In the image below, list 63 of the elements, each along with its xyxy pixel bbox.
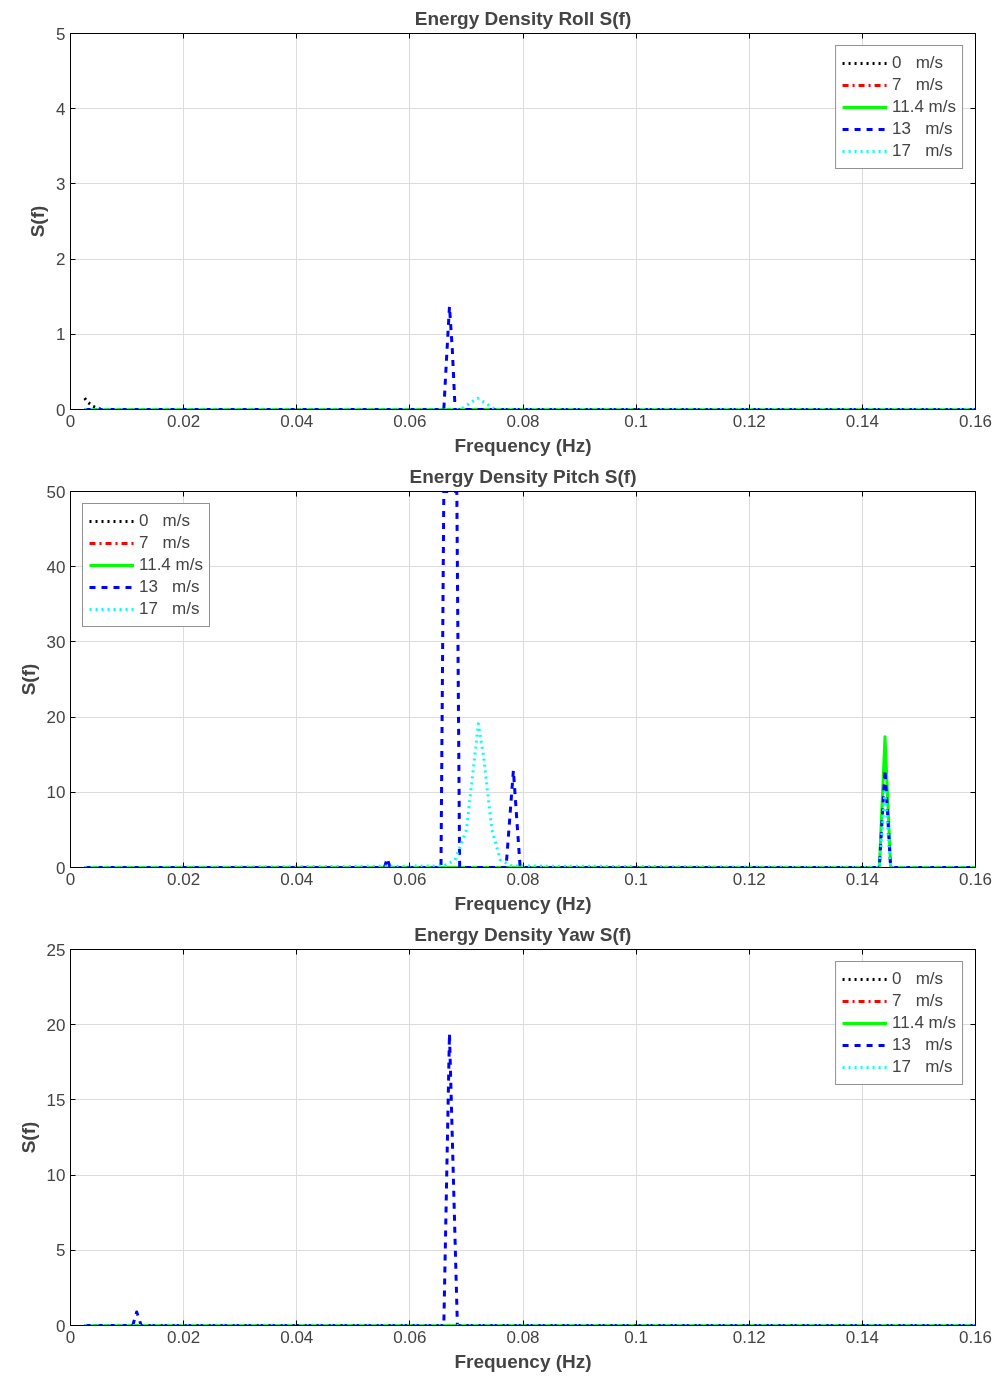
y-tick-label: 25 (46, 940, 66, 960)
y-axis-title: S(f) (17, 1121, 39, 1154)
y-tick-label: 5 (56, 24, 66, 44)
legend-label: 17 m/s (892, 1056, 953, 1078)
y-tick-label: 1 (56, 325, 66, 345)
x-tick-label: 0.14 (845, 1327, 879, 1347)
x-tick-label: 0.14 (845, 411, 879, 431)
y-tick-label: 50 (46, 482, 66, 502)
x-tick-label: 0.16 (958, 869, 993, 889)
x-tick-label: 0.12 (732, 1327, 766, 1347)
y-tick-label: 2 (56, 250, 66, 270)
x-tick-label: 0.06 (393, 1327, 427, 1347)
legend-label: 11.4 m/s (892, 96, 956, 118)
x-axis-title: Frequency (Hz) (454, 1350, 592, 1372)
legend-label: 11.4 m/s (892, 1012, 956, 1034)
x-tick-label: 0.02 (167, 869, 201, 889)
x-tick-label: 0.16 (958, 1327, 993, 1347)
y-axis-title: S(f) (17, 663, 39, 696)
legend-label: 0 m/s (139, 510, 191, 532)
y-tick-label: 30 (46, 632, 66, 652)
x-tick-label: 0.08 (506, 869, 540, 889)
y-tick-label: 10 (46, 1166, 66, 1186)
x-tick-label: 0.02 (167, 1327, 201, 1347)
legend-label: 11.4 m/s (139, 554, 203, 576)
y-tick-label: 20 (46, 708, 66, 728)
x-tick-label: 0.12 (732, 869, 766, 889)
legend-label: 7 m/s (892, 990, 944, 1012)
x-axis-title: Frequency (Hz) (454, 892, 592, 914)
x-tick-label: 0.02 (167, 411, 201, 431)
y-axis-title: S(f) (27, 205, 49, 238)
y-tick-label: 15 (46, 1090, 66, 1110)
x-tick-label: 0.06 (393, 411, 427, 431)
x-tick-label: 0.08 (506, 411, 540, 431)
legend-label: 17 m/s (892, 140, 953, 162)
legend-label: 7 m/s (139, 532, 191, 554)
legend-label: 0 m/s (892, 968, 944, 990)
x-tick-label: 0.1 (624, 1327, 648, 1347)
x-tick-label: 0.14 (845, 869, 879, 889)
legend-label: 17 m/s (139, 598, 200, 620)
y-tick-label: 4 (56, 99, 66, 119)
x-tick-label: 0.04 (280, 1327, 314, 1347)
legend-label: 13 m/s (892, 118, 953, 140)
legend-label: 0 m/s (892, 52, 944, 74)
x-tick-label: 0.1 (624, 411, 648, 431)
x-tick-label: 0.12 (732, 411, 766, 431)
x-tick-label: 0.1 (624, 869, 648, 889)
y-tick-label: 3 (56, 174, 66, 194)
legend-label: 13 m/s (892, 1034, 953, 1056)
chart-title: Energy Density Yaw S(f) (414, 923, 632, 945)
x-axis-title: Frequency (Hz) (454, 434, 592, 456)
x-tick-label: 0.04 (280, 869, 314, 889)
legend-label: 7 m/s (892, 74, 944, 96)
x-tick-label: 0.16 (958, 411, 993, 431)
chart-title: Energy Density Roll S(f) (414, 7, 632, 29)
chart-title: Energy Density Pitch S(f) (409, 465, 637, 487)
x-tick-label: 0.04 (280, 411, 314, 431)
y-tick-label: 10 (46, 783, 66, 803)
x-tick-label: 0.06 (393, 869, 427, 889)
y-tick-label: 40 (46, 557, 66, 577)
y-tick-label: 5 (56, 1241, 66, 1261)
x-tick-label: 0.08 (506, 1327, 540, 1347)
legend-label: 13 m/s (139, 576, 200, 598)
y-tick-label: 20 (46, 1015, 66, 1035)
